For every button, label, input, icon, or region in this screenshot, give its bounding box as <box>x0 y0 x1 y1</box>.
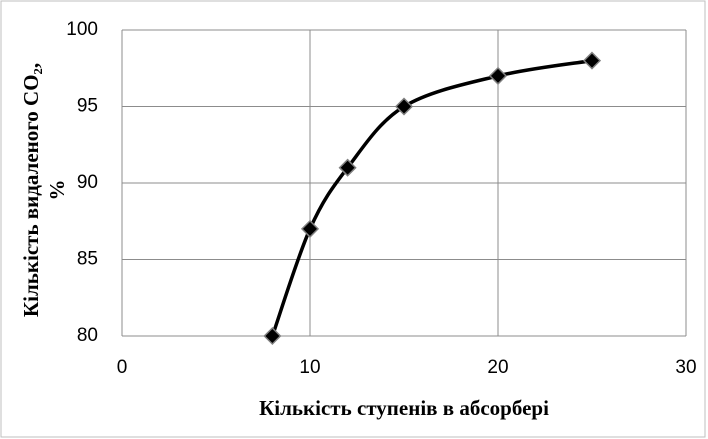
marker <box>263 326 282 346</box>
y-tick-label: 80 <box>77 325 98 346</box>
x-axis-title: Кількість ступенів в абсорбері <box>259 396 549 420</box>
marker <box>300 219 320 238</box>
marker <box>582 51 602 70</box>
x-tick-label: 10 <box>299 357 320 378</box>
y-axis-title-line: Кількість видаленого CO₂, <box>19 63 43 317</box>
series-line <box>270 58 593 337</box>
y-axis-title: Кількість видаленого CO₂, % <box>19 63 69 317</box>
y-tick-label: 95 <box>77 96 98 117</box>
x-tick-label: 30 <box>675 357 696 378</box>
marker <box>488 66 508 85</box>
y-tick-label: 90 <box>77 172 98 193</box>
x-tick-label: 20 <box>487 357 508 378</box>
marker <box>338 158 357 177</box>
y-axis-title-line: % <box>45 180 69 201</box>
y-tick-label: 85 <box>77 249 98 270</box>
x-tick-label: 0 <box>117 357 128 378</box>
y-tick-label: 100 <box>66 19 98 40</box>
marker <box>394 97 414 116</box>
